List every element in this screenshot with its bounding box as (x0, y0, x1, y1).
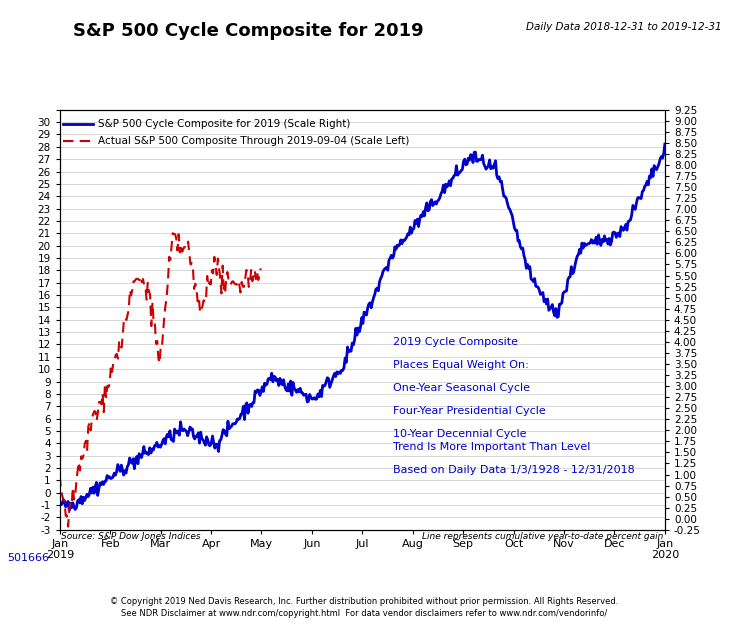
Text: Actual S&P 500 Composite Through 2019-09-04 (Scale Left): Actual S&P 500 Composite Through 2019-09… (98, 136, 410, 146)
Text: Daily Data 2018-12-31 to 2019-12-31: Daily Data 2018-12-31 to 2019-12-31 (526, 22, 722, 32)
Text: S&P 500 Cycle Composite for 2019 (Scale Right): S&P 500 Cycle Composite for 2019 (Scale … (98, 119, 351, 129)
Text: Places Equal Weight On:: Places Equal Weight On: (392, 360, 529, 370)
Text: Source: S&P Dow Jones Indices: Source: S&P Dow Jones Indices (61, 532, 200, 541)
Text: 10-Year Decennial Cycle: 10-Year Decennial Cycle (392, 429, 526, 439)
Text: 501666: 501666 (7, 553, 50, 563)
Text: Trend Is More Important Than Level: Trend Is More Important Than Level (392, 441, 590, 451)
Text: Based on Daily Data 1/3/1928 - 12/31/2018: Based on Daily Data 1/3/1928 - 12/31/201… (392, 465, 634, 475)
Text: Line represents cumulative year-to-date percent gain: Line represents cumulative year-to-date … (422, 532, 663, 541)
Text: 2019 Cycle Composite: 2019 Cycle Composite (392, 337, 518, 347)
Text: See NDR Disclaimer at www.ndr.com/copyright.html  For data vendor disclaimers re: See NDR Disclaimer at www.ndr.com/copyri… (121, 609, 608, 618)
Text: S&P 500 Cycle Composite for 2019: S&P 500 Cycle Composite for 2019 (73, 22, 424, 40)
Text: © Copyright 2019 Ned Davis Research, Inc. Further distribution prohibited withou: © Copyright 2019 Ned Davis Research, Inc… (110, 597, 619, 606)
Text: One-Year Seasonal Cycle: One-Year Seasonal Cycle (392, 382, 529, 393)
Text: Four-Year Presidential Cycle: Four-Year Presidential Cycle (392, 406, 545, 416)
